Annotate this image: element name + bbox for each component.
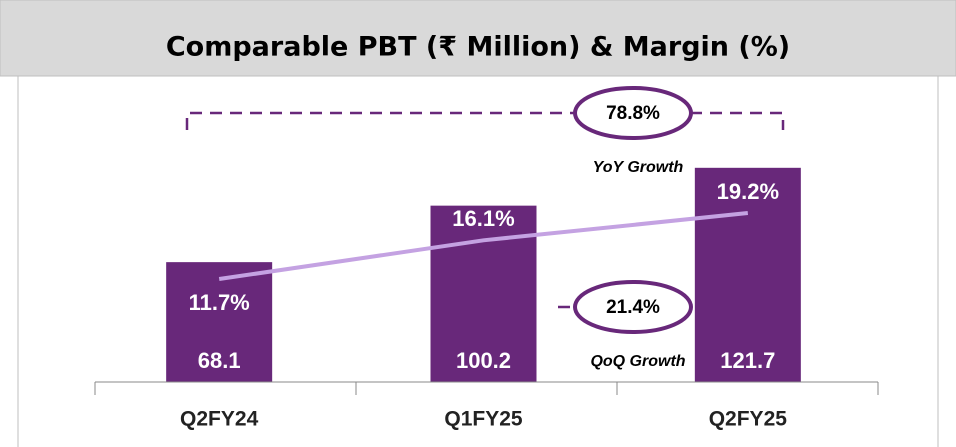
- x-tick-label: Q1FY25: [444, 408, 523, 431]
- yoy-bracket: [185, 111, 785, 130]
- growth-value: 78.8%: [606, 103, 660, 124]
- growth-ellipse: [573, 86, 693, 140]
- bar-value-label: 100.2: [456, 348, 511, 373]
- bar-value-label: 68.1: [198, 348, 241, 373]
- growth-value: 21.4%: [606, 297, 660, 318]
- growth-note: QoQ Growth: [590, 353, 685, 370]
- bar: [694, 167, 801, 382]
- x-tick-label: Q2FY25: [709, 408, 788, 431]
- margin-label: 16.1%: [452, 206, 514, 231]
- header-band: [0, 0, 956, 77]
- growth-note: YoY Growth: [593, 159, 684, 176]
- bar-value-label: 121.7: [720, 348, 775, 373]
- bar: [166, 262, 273, 382]
- growth-ellipse: [573, 280, 693, 334]
- margin-line: [218, 211, 749, 282]
- margin-label: 11.7%: [189, 290, 250, 315]
- margin-label: 19.2%: [717, 179, 779, 204]
- x-tick-label: Q2FY24: [180, 408, 259, 431]
- chart-title: Comparable PBT (₹ Million) & Margin (%): [166, 32, 790, 63]
